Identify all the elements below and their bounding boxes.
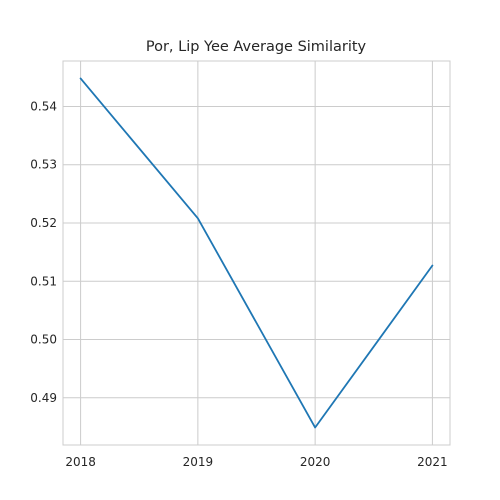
- y-gridlines: [63, 105, 450, 399]
- chart-title: Por, Lip Yee Average Similarity: [146, 39, 367, 55]
- y-tick-label: 0.49: [30, 391, 57, 405]
- y-tick-label: 0.50: [30, 333, 57, 347]
- series-line: [79, 77, 434, 429]
- plot-frame: [62, 60, 451, 446]
- y-axis-ticks: 0.49 0.50 0.51 0.52 0.53 0.54: [30, 99, 57, 404]
- x-tick-label: 2020: [300, 455, 331, 469]
- x-tick-label: 2018: [65, 455, 96, 469]
- y-tick-label: 0.52: [30, 216, 57, 230]
- series-group: [79, 77, 434, 429]
- x-tick-label: 2021: [417, 455, 448, 469]
- y-tick-label: 0.53: [30, 158, 57, 172]
- y-tick-label: 0.51: [30, 274, 57, 288]
- x-axis-ticks: 2018 2019 2020 2021: [65, 455, 447, 469]
- x-tick-label: 2019: [183, 455, 214, 469]
- y-tick-label: 0.54: [30, 99, 57, 113]
- x-gridlines: [80, 61, 433, 445]
